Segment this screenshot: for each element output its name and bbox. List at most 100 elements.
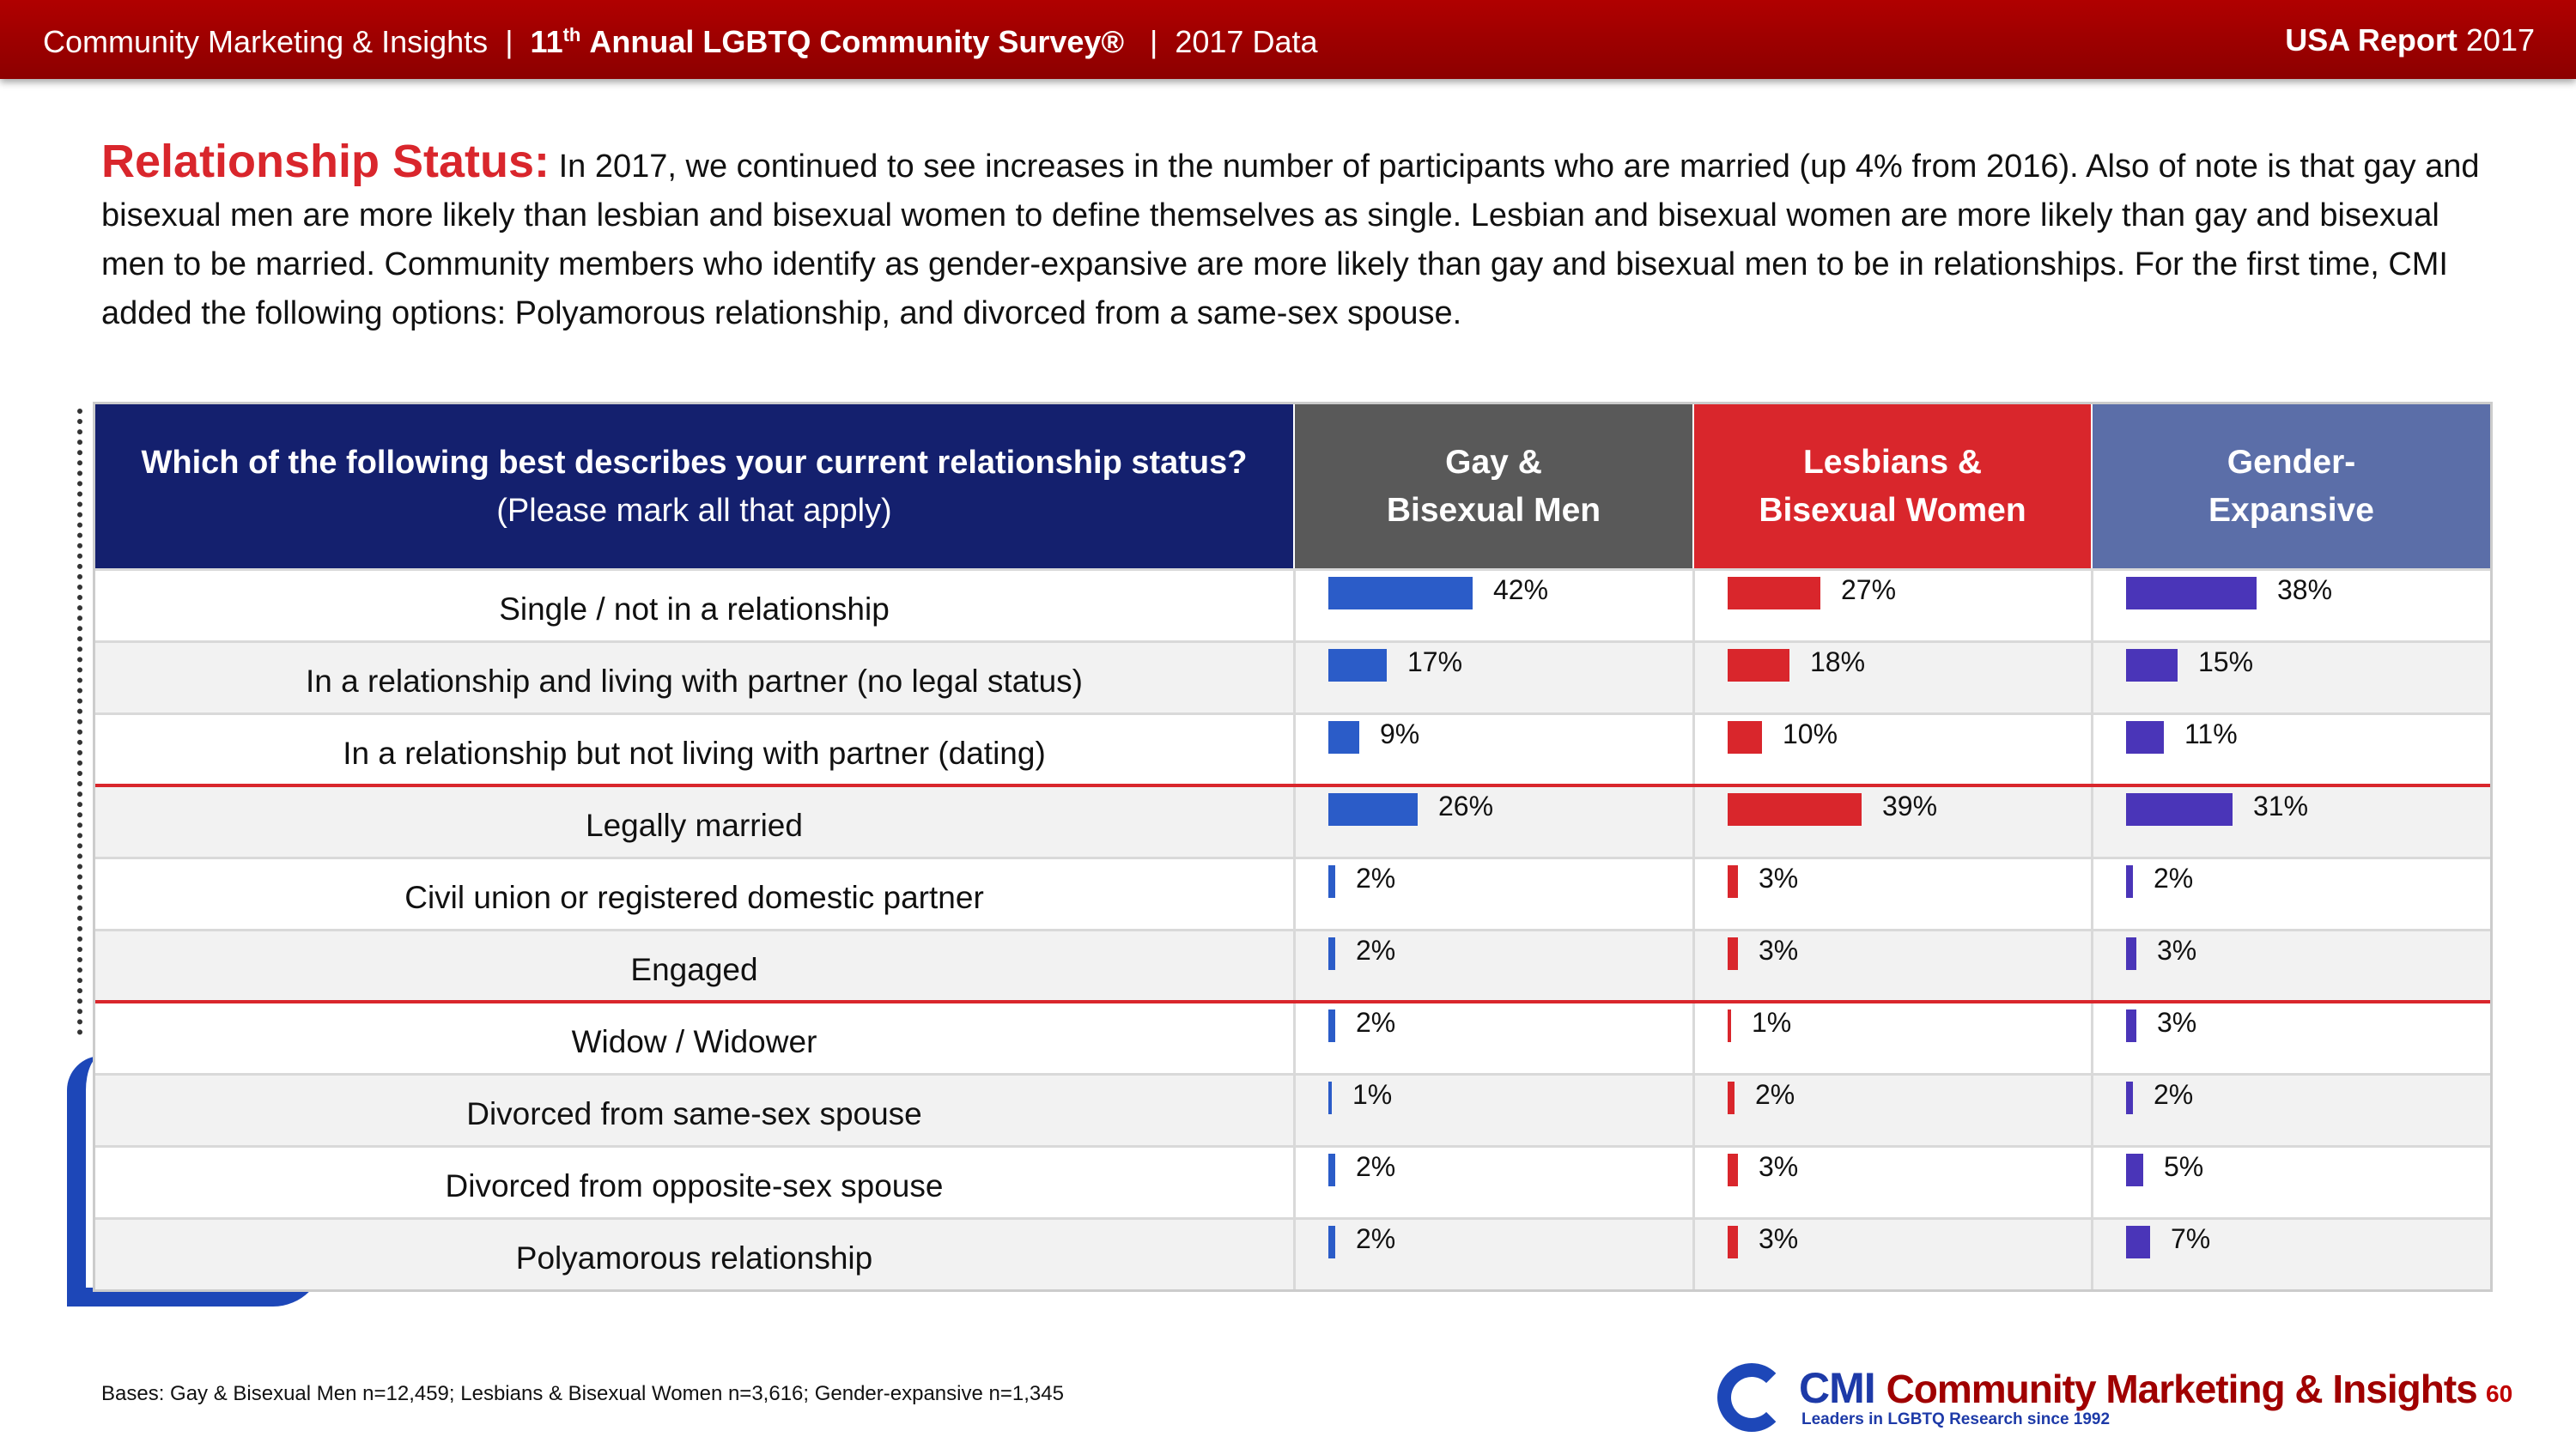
row-label: In a relationship and living with partne… <box>95 640 1293 712</box>
survey-number: 11 <box>530 24 563 59</box>
bar <box>1728 1009 1731 1042</box>
value-label: 2% <box>1356 935 1396 966</box>
value-label: 2% <box>1356 1223 1396 1254</box>
survey-name: Annual LGBTQ Community Survey® <box>589 24 1124 59</box>
row-label: Legally married <box>95 785 1293 857</box>
bar <box>1328 1154 1335 1186</box>
value-label: 2% <box>1356 1007 1396 1038</box>
column-name: Bisexual Men <box>1386 491 1601 529</box>
value-label: 3% <box>2157 935 2197 966</box>
value-label: 3% <box>1759 935 1799 966</box>
bar <box>1328 937 1335 970</box>
data-year: 2017 Data <box>1175 24 1318 59</box>
survey-suffix: th <box>562 24 581 45</box>
value-cell: 18% <box>1692 640 2091 712</box>
column-name: Gay & <box>1445 443 1542 481</box>
value-cell: 26% <box>1293 785 1692 857</box>
column-name: Gender- <box>2227 443 2356 481</box>
row-label: Single / not in a relationship <box>95 568 1293 640</box>
bar <box>2126 937 2136 970</box>
value-cell: 5% <box>2091 1145 2490 1217</box>
value-label: 42% <box>1493 574 1549 605</box>
column-header: Gender- Expansive <box>2093 404 2490 568</box>
value-cell: 2% <box>1293 1145 1692 1217</box>
org: Community Marketing & Insights <box>43 24 489 59</box>
company: Community Marketing & Insights <box>1886 1367 2478 1411</box>
value-label: 7% <box>2171 1223 2211 1254</box>
value-label: 9% <box>1380 718 1420 749</box>
value-cell: 3% <box>1692 929 2091 1001</box>
logo-text: CMI Community Marketing & Insights <box>1799 1363 2478 1413</box>
bar <box>1328 1009 1335 1042</box>
bar <box>1728 937 1738 970</box>
value-label: 17% <box>1407 646 1463 677</box>
value-cell: 3% <box>1692 857 2091 929</box>
value-cell: 10% <box>1692 712 2091 785</box>
row-label: Widow / Widower <box>95 1001 1293 1073</box>
bar <box>1728 1226 1738 1258</box>
value-cell: 7% <box>2091 1217 2490 1289</box>
bases: Bases: Gay & Bisexual Men n=12,459; Lesb… <box>101 1382 1064 1405</box>
report-year: 2017 <box>2465 22 2535 58</box>
table: Which of the following best describes yo… <box>93 402 2493 1292</box>
value-label: 3% <box>2157 1007 2197 1038</box>
intro-text: In 2017, we continued to see increases i… <box>101 149 2480 331</box>
column-name: Bisexual Women <box>1759 491 2026 529</box>
header-bar: Community Marketing & Insights | 11th An… <box>0 0 2576 79</box>
question-note: (Please mark all that apply) <box>496 492 892 529</box>
sep: | <box>1123 24 1176 59</box>
tagline: Leaders in LGBTQ Research since 1992 <box>1801 1410 2111 1428</box>
logo: CMI <box>1799 1364 1876 1412</box>
row-label: Polyamorous relationship <box>95 1217 1293 1289</box>
value-cell: 1% <box>1692 1001 2091 1073</box>
value-label: 2% <box>1356 863 1396 894</box>
bar <box>2126 1009 2136 1042</box>
value-label: 2% <box>2154 863 2194 894</box>
value-cell: 39% <box>1692 785 2091 857</box>
value-cell: 42% <box>1293 568 1692 640</box>
bar <box>1328 1226 1335 1258</box>
bar <box>2126 1082 2133 1114</box>
value-cell: 9% <box>1293 712 1692 785</box>
value-cell: 1% <box>1293 1073 1692 1145</box>
intro: Relationship Status: In 2017, we continu… <box>101 137 2506 338</box>
header-right: USA Report 2017 <box>2285 22 2535 58</box>
bar <box>2126 577 2257 609</box>
value-cell: 2% <box>1293 1217 1692 1289</box>
report: USA Report <box>2285 22 2458 58</box>
bar <box>1328 649 1387 682</box>
bar <box>1328 793 1418 826</box>
value-label: 2% <box>1755 1079 1795 1110</box>
question: Which of the following best describes yo… <box>141 444 1248 481</box>
value-label: 2% <box>1356 1151 1396 1182</box>
value-cell: 2% <box>1293 1001 1692 1073</box>
bar <box>1328 865 1335 898</box>
column-header: Gay & Bisexual Men <box>1295 404 1692 568</box>
value-cell: 3% <box>2091 929 2490 1001</box>
group-divider <box>95 784 2490 787</box>
value-label: 18% <box>1810 646 1866 677</box>
value-cell: 15% <box>2091 640 2490 712</box>
bar <box>1728 865 1738 898</box>
row-label: Divorced from opposite-sex spouse <box>95 1145 1293 1217</box>
question-header: Which of the following best describes yo… <box>95 404 1293 568</box>
column-name: Expansive <box>2208 491 2374 529</box>
group-divider <box>95 1000 2490 1003</box>
value-label: 3% <box>1759 863 1799 894</box>
value-cell: 2% <box>2091 1073 2490 1145</box>
value-label: 11% <box>2184 718 2238 749</box>
value-label: 10% <box>1783 718 1838 749</box>
intro-heading: Relationship Status: <box>101 136 550 187</box>
value-cell: 31% <box>2091 785 2490 857</box>
value-label: 27% <box>1841 574 1897 605</box>
header-left: Community Marketing & Insights | 11th An… <box>43 24 1318 60</box>
value-cell: 27% <box>1692 568 2091 640</box>
bar <box>1728 793 1862 826</box>
logo-mark <box>1717 1363 1786 1432</box>
value-label: 1% <box>1352 1079 1393 1110</box>
value-cell: 38% <box>2091 568 2490 640</box>
value-label: 31% <box>2253 791 2309 822</box>
bar <box>1728 649 1789 682</box>
value-label: 38% <box>2277 574 2333 605</box>
